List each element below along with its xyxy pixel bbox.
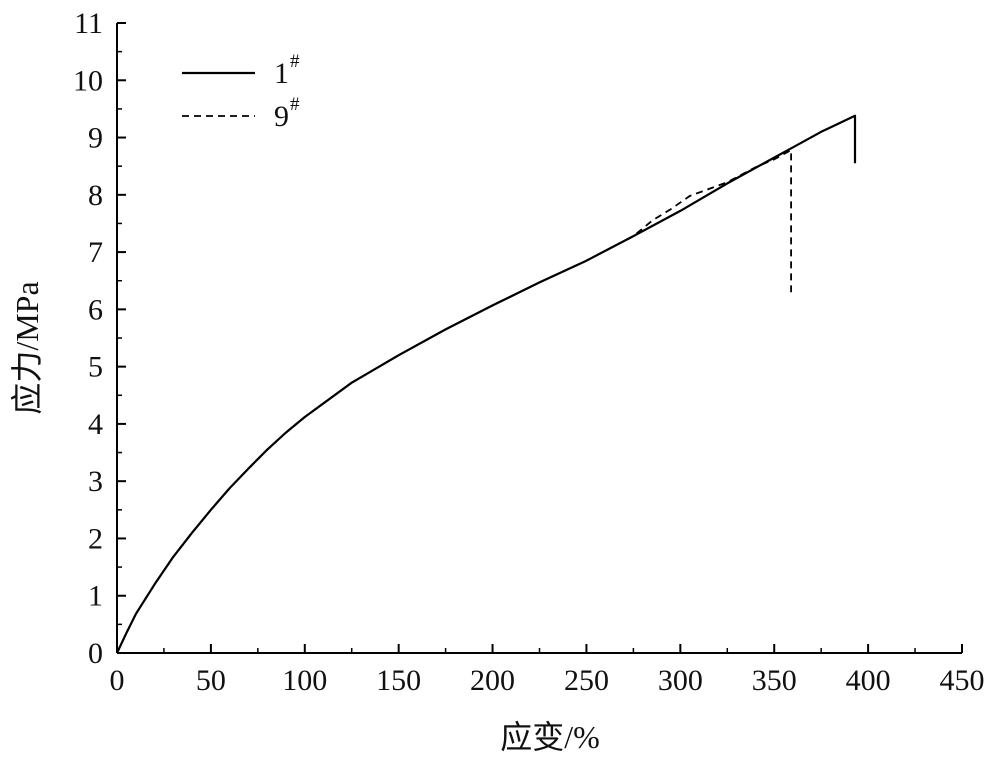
x-tick-label: 300 xyxy=(658,664,703,697)
legend-label-9: 9 xyxy=(274,100,289,133)
y-axis-label: 应力/MPa xyxy=(9,281,45,414)
series-line-9 xyxy=(116,149,792,654)
y-tick-label: 8 xyxy=(88,179,103,212)
y-tick-label: 4 xyxy=(88,408,103,441)
x-tick-label: 350 xyxy=(752,664,797,697)
series-line-1 xyxy=(116,114,857,654)
x-tick-label: 100 xyxy=(282,664,327,697)
legend-label-1: 1 xyxy=(274,57,289,90)
x-tick-label: 400 xyxy=(846,664,891,697)
x-tick-label: 450 xyxy=(940,664,985,697)
y-tick-label: 2 xyxy=(88,522,103,555)
x-tick-label: 250 xyxy=(564,664,609,697)
legend: 1 #9 # xyxy=(182,51,300,133)
y-tick-label: 9 xyxy=(88,122,103,155)
y-tick-label: 10 xyxy=(73,64,103,97)
legend-superscript-9: # xyxy=(290,94,300,115)
y-tick-label: 1 xyxy=(88,580,103,613)
y-tick-label: 3 xyxy=(88,465,103,498)
y-tick-label: 7 xyxy=(88,236,103,269)
x-tick-label: 0 xyxy=(110,664,125,697)
series-layer xyxy=(116,114,857,654)
x-axis-label: 应变/% xyxy=(500,719,600,755)
y-tick-label: 5 xyxy=(88,351,103,384)
x-tick-label: 200 xyxy=(470,664,515,697)
x-tick-label: 50 xyxy=(196,664,226,697)
y-tick-label: 11 xyxy=(74,7,103,40)
axes-layer: 0 50 100 150 200 250 300 350 400 450 0 1 2 3 4 5 6 7 8 9 10 1… xyxy=(73,7,985,697)
y-tick-label: 0 xyxy=(88,637,103,670)
x-tick-label: 150 xyxy=(376,664,421,697)
y-tick-label: 6 xyxy=(88,293,103,326)
legend-superscript-1: # xyxy=(290,51,300,72)
